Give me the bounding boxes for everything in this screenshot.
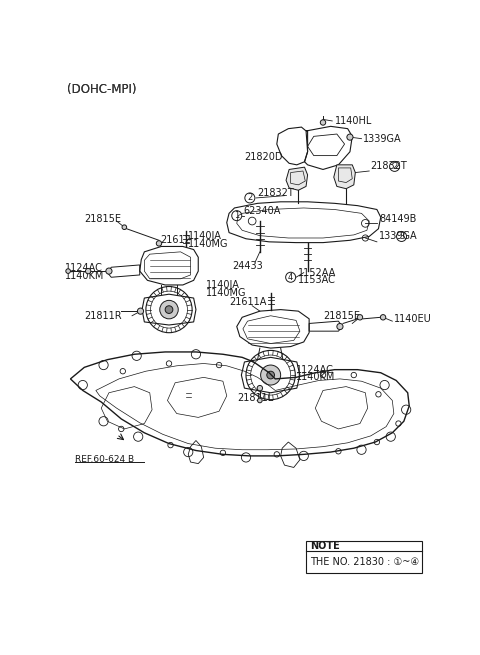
Text: 4: 4 <box>288 272 293 282</box>
Text: 84149B: 84149B <box>379 214 417 224</box>
Text: NOTE: NOTE <box>310 541 340 551</box>
Circle shape <box>156 240 162 246</box>
Text: 21832T: 21832T <box>258 187 294 198</box>
Text: 1339GA: 1339GA <box>363 134 402 143</box>
Circle shape <box>85 269 91 274</box>
Polygon shape <box>286 167 308 190</box>
Text: 1140MG: 1140MG <box>206 288 246 297</box>
Circle shape <box>357 314 363 320</box>
Text: 2: 2 <box>247 193 252 202</box>
Text: 1140MG: 1140MG <box>188 239 229 249</box>
Text: 3: 3 <box>399 232 404 241</box>
Circle shape <box>257 385 263 391</box>
Text: (DOHC-MPI): (DOHC-MPI) <box>67 83 137 96</box>
Circle shape <box>380 314 386 320</box>
Circle shape <box>106 268 112 274</box>
Text: 62340A: 62340A <box>244 206 281 216</box>
Text: 1153AC: 1153AC <box>298 275 336 286</box>
Circle shape <box>320 120 326 125</box>
Circle shape <box>347 134 353 140</box>
Text: 1339GA: 1339GA <box>379 231 418 242</box>
Text: REF.60-624 B: REF.60-624 B <box>75 455 134 464</box>
Text: 2: 2 <box>392 162 397 171</box>
Text: (DOHC-MPI): (DOHC-MPI) <box>67 83 137 96</box>
Text: THE NO. 21830 : ①~④: THE NO. 21830 : ①~④ <box>310 557 419 567</box>
Text: 1140KM: 1140KM <box>296 372 336 383</box>
Text: 1124AC: 1124AC <box>296 365 334 375</box>
Text: 21612: 21612 <box>160 235 191 246</box>
Circle shape <box>261 365 281 385</box>
Text: 24433: 24433 <box>232 261 263 271</box>
Text: 1140JA: 1140JA <box>206 280 240 290</box>
Polygon shape <box>334 165 355 189</box>
Text: 21820D: 21820D <box>244 152 283 162</box>
Circle shape <box>122 225 127 229</box>
Text: 1152AA: 1152AA <box>298 268 336 278</box>
Circle shape <box>137 308 144 314</box>
Circle shape <box>258 398 262 403</box>
Circle shape <box>267 371 275 379</box>
Text: 1140EU: 1140EU <box>394 314 432 324</box>
Text: 21815E: 21815E <box>323 310 360 321</box>
Text: 21832T: 21832T <box>371 161 408 172</box>
Text: 1140JA: 1140JA <box>188 231 222 242</box>
Circle shape <box>337 324 343 329</box>
Text: 21811L: 21811L <box>237 393 273 403</box>
Text: 1124AC: 1124AC <box>65 263 103 273</box>
Circle shape <box>66 269 71 273</box>
Text: 1140KM: 1140KM <box>65 271 105 281</box>
Text: 21611A: 21611A <box>229 297 266 307</box>
Text: 21811R: 21811R <box>84 310 122 321</box>
Circle shape <box>160 301 178 319</box>
Text: 1140HL: 1140HL <box>335 116 372 126</box>
Text: 21815E: 21815E <box>84 214 121 224</box>
Circle shape <box>165 306 173 314</box>
Text: 1: 1 <box>234 211 240 220</box>
